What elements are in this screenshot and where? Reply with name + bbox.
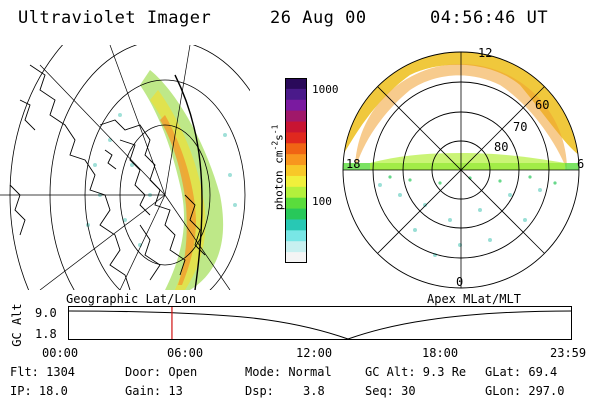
colorbar-segment	[285, 88, 307, 101]
colorbar-segment	[285, 208, 307, 220]
header-title: Ultraviolet Imager	[18, 8, 212, 28]
colorbar-segment	[285, 230, 307, 242]
timeline-y-bottom: 1.8	[35, 327, 57, 341]
coastline	[29, 64, 131, 290]
timeline-axis-label: GC Alt	[10, 303, 24, 347]
geographic-panel-label: Geographic Lat/Lon	[66, 292, 197, 306]
colorbar-segment	[285, 143, 307, 155]
colorbar-border	[285, 78, 307, 263]
timeline-tick-2: 12:00	[296, 346, 333, 360]
timeline-tick-4: 23:59	[550, 346, 587, 360]
colorbar-segment	[285, 165, 307, 177]
mlt-label-bottom: 0	[456, 275, 464, 289]
gc-alt-curve	[68, 310, 572, 340]
info-gain: Gain: 13	[125, 384, 183, 398]
colorbar-segment	[285, 132, 307, 144]
info-glon: GLon: 297.0	[485, 384, 565, 398]
aurora-oval	[343, 52, 579, 170]
header-date: 26 Aug 00	[270, 8, 367, 28]
header-time: 04:56:46 UT	[430, 8, 549, 28]
mlat-label-80: 80	[494, 140, 509, 154]
mlt-label-top: 12	[478, 46, 493, 60]
info-seq: Seq: 30	[365, 384, 416, 398]
colorbar-segment	[285, 110, 307, 123]
info-dsp-value: 3.8	[303, 384, 325, 398]
colorbar-segment	[285, 186, 307, 199]
timeline-tick-0: 00:00	[42, 346, 79, 360]
colorbar-segment	[285, 252, 307, 263]
colorbar-segment	[285, 121, 307, 133]
colorbar-segment	[285, 219, 307, 231]
colorbar-segment	[285, 154, 307, 166]
apex-polar-panel	[342, 51, 580, 289]
timeline-plot	[68, 306, 572, 340]
mlat-label-70: 70	[513, 120, 528, 134]
mlat-label-60: 60	[535, 98, 550, 112]
colorbar-segment	[285, 175, 307, 188]
mlt-label-left: 18	[346, 157, 361, 171]
colorbar-tick-mid: 100	[312, 195, 332, 208]
geographic-map-panel	[0, 45, 250, 290]
colorbar-segment	[285, 241, 307, 253]
info-mode: Mode: Normal	[245, 365, 332, 379]
colorbar-segment	[285, 78, 307, 90]
info-glat: GLat: 69.4	[485, 365, 558, 379]
mlt-label-right: 6	[577, 157, 585, 171]
info-flt: Flt: 1304	[10, 365, 76, 379]
colorbar-segment	[285, 197, 307, 210]
info-ip: IP: 18.0	[10, 384, 68, 398]
timeline-y-top: 9.0	[35, 306, 57, 320]
colorbar-unit-label: photon cm-2s-1	[270, 124, 286, 211]
info-dsp-label: Dsp:	[245, 384, 274, 398]
timeline-tick-3: 18:00	[422, 346, 459, 360]
colorbar-tick-top: 1000	[312, 83, 339, 96]
color-scale-bar	[285, 78, 307, 263]
colorbar-segment	[285, 99, 307, 112]
info-gc-alt: GC Alt: 9.3 Re	[365, 365, 467, 379]
info-door: Door: Open	[125, 365, 198, 379]
timeline-tick-1: 06:00	[167, 346, 204, 360]
apex-panel-label: Apex MLat/MLT	[427, 292, 521, 306]
